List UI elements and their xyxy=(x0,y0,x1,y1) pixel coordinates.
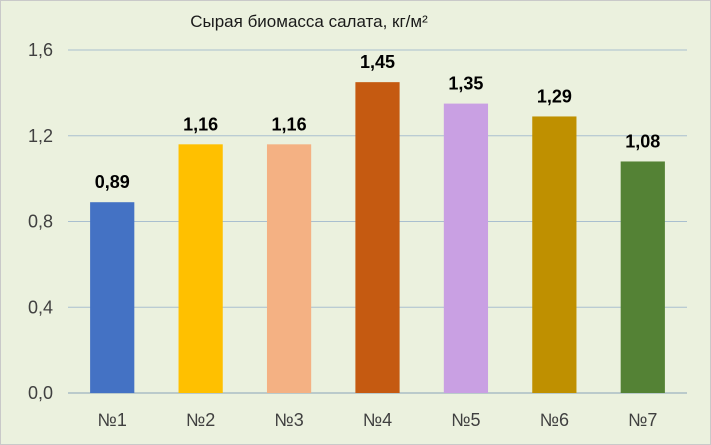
x-tick-label: №5 xyxy=(451,410,480,430)
data-label: 1,35 xyxy=(448,74,483,94)
x-tick-label: №7 xyxy=(628,410,657,430)
bars xyxy=(90,82,665,394)
chart-title: Сырая биомасса салата, кг/м² xyxy=(190,12,428,31)
y-tick-label: 0,8 xyxy=(28,212,53,232)
data-labels: 0,89 1,16 1,16 1,45 1,35 1,29 1,08 xyxy=(95,52,661,192)
bar xyxy=(620,161,665,393)
x-tick-label: №4 xyxy=(363,410,392,430)
bar xyxy=(532,116,577,394)
x-axis-ticks: №1 №2 №3 №4 №5 №6 №7 xyxy=(98,410,658,430)
bar xyxy=(90,202,135,393)
bar xyxy=(266,144,312,393)
data-label: 1,16 xyxy=(183,114,218,134)
data-label: 0,89 xyxy=(95,172,130,192)
y-axis-ticks: 0,0 0,4 0,8 1,2 1,6 xyxy=(28,40,53,403)
y-tick-label: 0,4 xyxy=(28,297,53,317)
data-label: 1,29 xyxy=(537,86,572,106)
x-tick-label: №3 xyxy=(274,410,303,430)
data-label: 1,16 xyxy=(272,114,307,134)
bar xyxy=(443,103,489,393)
data-label: 1,45 xyxy=(360,52,395,72)
bar xyxy=(178,144,223,393)
y-tick-label: 1,6 xyxy=(28,40,53,60)
data-label: 1,08 xyxy=(625,131,660,151)
x-tick-label: №6 xyxy=(540,410,569,430)
y-tick-label: 1,2 xyxy=(28,126,53,146)
y-tick-label: 0,0 xyxy=(28,383,53,403)
bar xyxy=(355,82,400,393)
x-tick-label: №1 xyxy=(98,410,127,430)
x-tick-label: №2 xyxy=(186,410,215,430)
